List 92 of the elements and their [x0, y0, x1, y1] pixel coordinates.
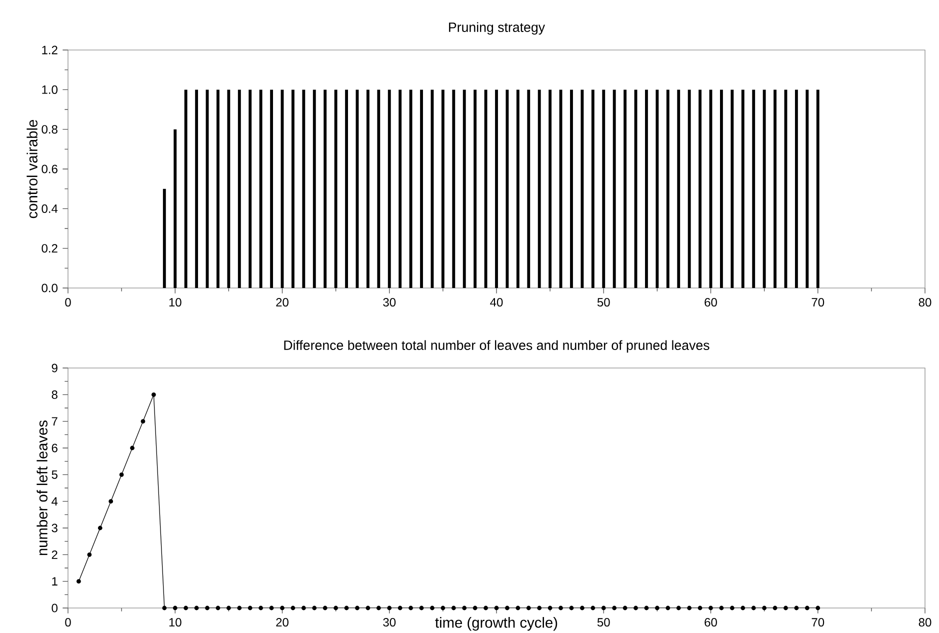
bar: [388, 90, 391, 288]
y-tick-label: 0.2: [42, 244, 58, 253]
y-tick-label: 0.4: [42, 204, 58, 213]
bar: [409, 90, 412, 288]
y-tick-label: 0.8: [42, 125, 58, 134]
bar: [698, 90, 702, 288]
y-tick-label: 2: [52, 550, 58, 559]
bar: [666, 90, 670, 288]
x-tick-label: 20: [276, 298, 288, 307]
bar: [334, 90, 338, 288]
bar: [495, 90, 498, 288]
bar: [741, 90, 744, 288]
x-tick-label: 50: [597, 618, 610, 627]
bar: [238, 90, 241, 288]
x-tick-label: 30: [383, 618, 396, 627]
bar: [452, 90, 456, 288]
bar: [302, 90, 306, 288]
y-axis-title: number of left leaves: [36, 420, 48, 556]
bar: [794, 90, 798, 288]
bar: [441, 90, 444, 288]
bar: [292, 90, 294, 288]
x-tick-label: 80: [918, 298, 932, 307]
bar: [324, 90, 327, 288]
bar: [516, 90, 520, 288]
bar: [720, 90, 723, 288]
y-tick-label: 8: [52, 390, 58, 399]
bar: [688, 90, 691, 288]
x-tick-label: 0: [65, 298, 71, 307]
bar: [806, 90, 809, 288]
bar: [184, 90, 188, 288]
bar: [591, 90, 594, 288]
y-tick-label: 0.6: [42, 164, 58, 174]
bar: [377, 90, 380, 288]
x-tick-label: 20: [276, 618, 288, 627]
y-tick-label: 1: [52, 577, 58, 586]
y-tick-label: 4: [52, 497, 58, 506]
bar: [602, 90, 606, 288]
bar: [462, 90, 466, 288]
bar: [730, 90, 734, 288]
bar: [227, 90, 230, 288]
bar: [774, 90, 776, 288]
bar: [538, 90, 541, 288]
y-tick-label: 1.2: [42, 46, 58, 54]
bar: [345, 90, 348, 288]
y-tick-label: 3: [52, 524, 58, 532]
x-tick-label: 10: [169, 618, 182, 627]
bar: [474, 90, 477, 288]
bar: [527, 90, 530, 288]
bar: [612, 90, 616, 288]
bar: [216, 90, 220, 288]
bar: [366, 90, 370, 288]
x-tick-label: 0: [65, 618, 71, 627]
bar: [174, 129, 177, 288]
x-tick-label: 70: [812, 298, 824, 307]
bar: [162, 188, 166, 288]
bar: [762, 90, 766, 288]
x-tick-label: 50: [597, 298, 610, 307]
bar: [248, 90, 252, 288]
x-tick-label: 60: [704, 618, 717, 627]
y-tick-label: 6: [52, 444, 58, 452]
y-tick-label: 0: [52, 604, 58, 612]
y-tick-label: 7: [52, 417, 58, 426]
bar: [548, 90, 552, 288]
bar: [656, 90, 659, 288]
y-axis-title: control vairable: [26, 120, 38, 218]
bar: [816, 90, 820, 288]
y-tick-label: 5: [52, 470, 58, 479]
chart-title: Difference between total number of leaves and number of pruned leaves: [284, 340, 710, 353]
x-tick-label: 70: [812, 618, 824, 627]
y-tick-label: 1.0: [42, 85, 58, 94]
bar: [312, 90, 316, 288]
bar: [420, 90, 423, 288]
x-tick-label: 30: [383, 298, 396, 307]
bar: [570, 90, 573, 288]
x-tick-label: 80: [918, 618, 932, 627]
x-tick-label: 10: [169, 298, 182, 307]
x-axis-title: time (growth cycle): [435, 617, 558, 631]
y-tick-label: 9: [52, 364, 58, 372]
bar: [752, 90, 756, 288]
bar: [398, 90, 402, 288]
x-tick-label: 40: [490, 298, 503, 307]
bar: [677, 90, 680, 288]
bar: [259, 90, 262, 288]
bar: [270, 90, 274, 288]
bar: [580, 90, 584, 288]
bar: [624, 90, 627, 288]
y-tick-label: 0.0: [42, 284, 58, 292]
bar: [484, 90, 488, 288]
chart-title: Pruning strategy: [449, 22, 546, 35]
bar: [645, 90, 648, 288]
bar: [195, 90, 198, 288]
x-tick-label: 60: [704, 298, 717, 307]
